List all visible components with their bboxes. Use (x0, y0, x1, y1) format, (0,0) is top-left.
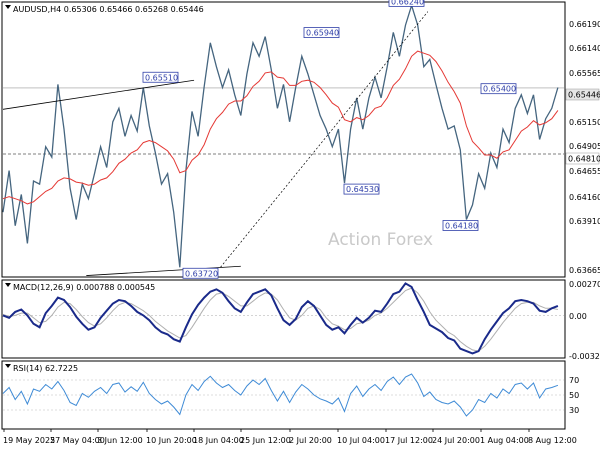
level-price-value: 0.64810 (568, 155, 600, 164)
y-tick-label: 0.64655 (569, 167, 600, 176)
x-tick-label: 2 Jul 20:00 (289, 436, 332, 445)
x-tick-label: 17 Jul 12:00 (385, 436, 433, 445)
trendline (220, 11, 429, 268)
moving-average-line (2, 50, 559, 205)
watermark: Action Forex (328, 230, 433, 250)
price-label: 0.63720 (182, 267, 219, 279)
symbol-header-text: AUDUSD,H4 0.65306 0.65466 0.65268 0.6544… (13, 5, 204, 14)
macd-header: MACD(12,26,9) 0.000788 0.000545 (5, 283, 155, 292)
x-tick-label: 25 Jun 12:00 (240, 436, 291, 445)
price-label-text: 0.64180 (445, 221, 478, 230)
price-label-text: 0.64530 (346, 185, 379, 194)
y-tick-label: 0.66190 (569, 20, 600, 29)
price-label-text: 0.65400 (483, 85, 516, 94)
macd-y-tick-label: 0.00 (569, 312, 587, 321)
y-tick-label: 0.66140 (569, 44, 600, 53)
x-tick-label: 24 Jul 20:00 (432, 436, 480, 445)
x-tick-label: 1 Aug 04:00 (480, 436, 529, 445)
macd-line (2, 282, 559, 355)
price-label: 0.64180 (442, 220, 479, 231)
x-tick-label: 27 May 04:00 (50, 436, 105, 445)
x-tick-label: 18 Jun 04:00 (193, 436, 244, 445)
rsi-y-tick-label: 70 (569, 376, 579, 385)
level-price-tag: 0.64810 (565, 152, 600, 165)
trendline (2, 79, 195, 110)
x-tick-label: 10 Jun 20:00 (146, 436, 197, 445)
price-panel-frame (1, 1, 566, 278)
x-tick-label: 19 May 2025 (3, 436, 55, 445)
rsi-y-tick-label: 50 (569, 391, 579, 400)
x-tick-label: 3 Jun 12:00 (97, 436, 143, 445)
macd-y-tick-label: -0.003241 (569, 352, 600, 361)
rsi-header: RSI(14) 62.7225 (5, 364, 78, 373)
y-tick-label: 0.63910 (569, 217, 600, 226)
trendline (86, 265, 241, 276)
y-tick-label: 0.64905 (569, 142, 600, 151)
price-label: 0.65510 (142, 71, 179, 83)
trendlines (2, 11, 429, 276)
price-y-axis-ticks: 0.66190 0.66140 0.65565 0.65150 0.64905 0.646… (569, 20, 600, 415)
price-label-text: 0.66240 (391, 0, 424, 6)
y-tick-label: 0.63665 (569, 266, 600, 275)
y-tick-label: 0.65565 (569, 69, 600, 78)
price-label-text: 0.65940 (306, 29, 339, 38)
x-tick-label: 8 Aug 12:00 (528, 436, 577, 445)
price-label: 0.65940 (303, 27, 340, 38)
current-price-value: 0.65446 (568, 91, 600, 100)
price-series-line (2, 3, 559, 268)
price-label: 0.66240 (388, 0, 425, 7)
price-labels: 0.65510 0.63720 0.65940 0.64530 0.66240 0.641… (142, 0, 517, 279)
macd-y-tick-label: 0.002702 (569, 280, 600, 289)
x-tick-label: 10 Jul 04:00 (337, 436, 385, 445)
price-label-text: 0.63720 (185, 269, 218, 278)
rsi-y-tick-label: 30 (569, 406, 579, 415)
current-price-tag: 0.65446 (565, 88, 600, 101)
y-tick-label: 0.64160 (569, 193, 600, 202)
rsi-line (2, 373, 559, 417)
macd-header-text: MACD(12,26,9) 0.000788 0.000545 (13, 283, 155, 292)
y-tick-label: 0.65150 (569, 118, 600, 127)
symbol-header: AUDUSD,H4 0.65306 0.65466 0.65268 0.6544… (5, 5, 204, 14)
price-label: 0.64530 (343, 183, 380, 195)
price-label: 0.65400 (480, 83, 517, 95)
rsi-header-text: RSI(14) 62.7225 (13, 364, 78, 373)
reference-lines (3, 87, 564, 411)
price-label-text: 0.65510 (145, 73, 178, 82)
